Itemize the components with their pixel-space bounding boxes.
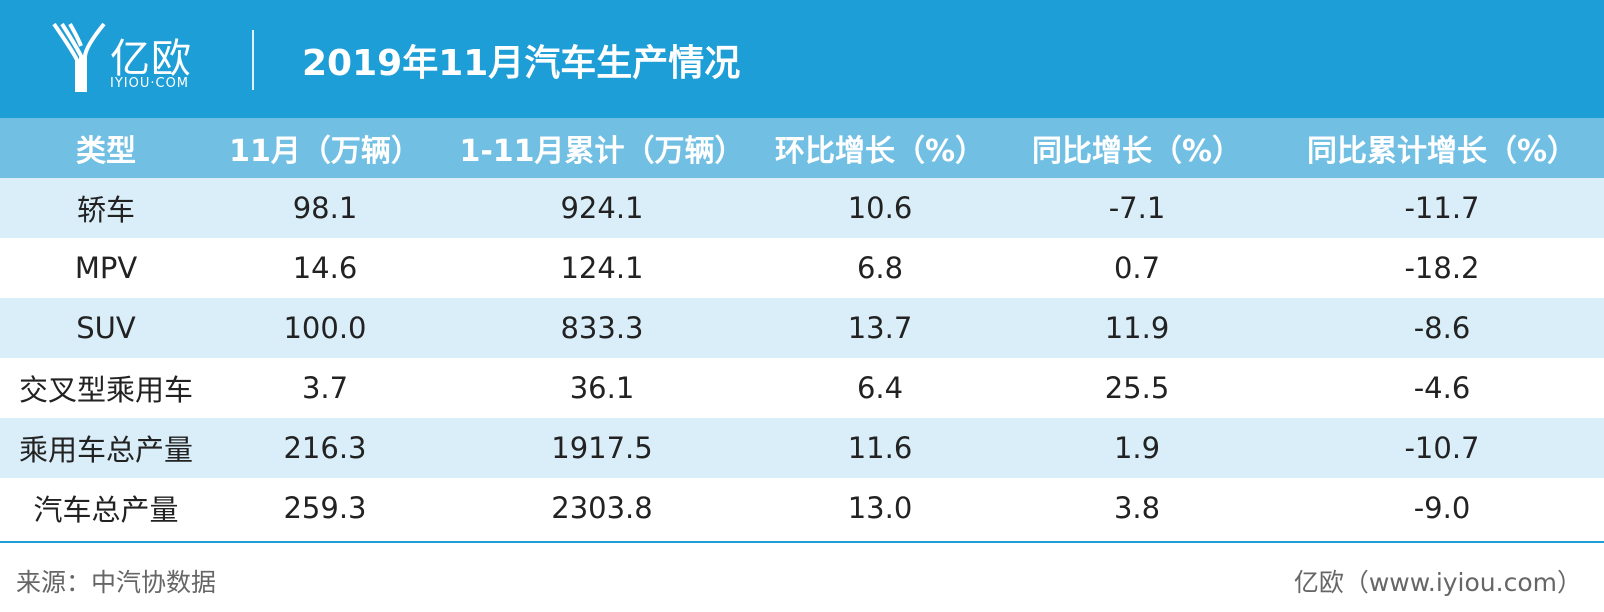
table-row: 乘用车总产量 216.3 1917.5 11.6 1.9 -10.7 [0,418,1604,478]
table-cell: -18.2 [1280,238,1604,298]
table-cell: 3.7 [212,358,438,418]
col-header: 类型 [0,118,212,178]
table-row: 轿车 98.1 924.1 10.6 -7.1 -11.7 [0,178,1604,238]
table-cell: 25.5 [994,358,1280,418]
brand-logo: 亿欧 IYIOU·COM [50,20,210,100]
header-divider [252,30,254,90]
table-cell: 1917.5 [438,418,766,478]
table-cell: 14.6 [212,238,438,298]
table-row: 交叉型乘用车 3.7 36.1 6.4 25.5 -4.6 [0,358,1604,418]
table-cell: SUV [0,298,212,358]
table-cell: 36.1 [438,358,766,418]
table-cell: 1.9 [994,418,1280,478]
table-cell: -11.7 [1280,178,1604,238]
table-bottom-rule [0,541,1604,543]
table-cell: -10.7 [1280,418,1604,478]
table-cell: 259.3 [212,478,438,538]
table-cell: 98.1 [212,178,438,238]
table-cell: 汽车总产量 [0,478,212,538]
col-header: 1-11月累计（万辆） [438,118,766,178]
table-cell: 0.7 [994,238,1280,298]
col-header: 环比增长（%） [766,118,994,178]
table-cell: 轿车 [0,178,212,238]
table-cell: -7.1 [994,178,1280,238]
col-header: 同比累计增长（%） [1280,118,1604,178]
table-cell: 100.0 [212,298,438,358]
table-header-row: 类型 11月（万辆） 1-11月累计（万辆） 环比增长（%） 同比增长（%） 同… [0,118,1604,178]
table-cell: 乘用车总产量 [0,418,212,478]
table-cell: 924.1 [438,178,766,238]
table-cell: 124.1 [438,238,766,298]
table-cell: 216.3 [212,418,438,478]
table-cell: 交叉型乘用车 [0,358,212,418]
col-header: 同比增长（%） [994,118,1280,178]
table-cell: -9.0 [1280,478,1604,538]
table-row: SUV 100.0 833.3 13.7 11.9 -8.6 [0,298,1604,358]
header-banner: 亿欧 IYIOU·COM 2019年11月汽车生产情况 [0,0,1604,118]
brand-name: 亿欧 [110,36,192,82]
table-cell: 6.4 [766,358,994,418]
table-cell: MPV [0,238,212,298]
table-cell: 6.8 [766,238,994,298]
credit-text: 亿欧（www.iyiou.com） [1293,568,1582,597]
production-table: 类型 11月（万辆） 1-11月累计（万辆） 环比增长（%） 同比增长（%） 同… [0,118,1604,538]
col-header: 11月（万辆） [212,118,438,178]
table-cell: 13.7 [766,298,994,358]
table-cell: 13.0 [766,478,994,538]
table-cell: 10.6 [766,178,994,238]
table-cell: 833.3 [438,298,766,358]
table-row: MPV 14.6 124.1 6.8 0.7 -18.2 [0,238,1604,298]
data-source: 来源：中汽协数据 [16,568,217,597]
brand-logo-mark [52,22,106,92]
table-cell: -8.6 [1280,298,1604,358]
table-cell: -4.6 [1280,358,1604,418]
table-cell: 2303.8 [438,478,766,538]
table-cell: 3.8 [994,478,1280,538]
brand-url: IYIOU·COM [110,76,190,91]
table-cell: 11.6 [766,418,994,478]
page-title: 2019年11月汽车生产情况 [302,43,741,84]
table-cell: 11.9 [994,298,1280,358]
table-row: 汽车总产量 259.3 2303.8 13.0 3.8 -9.0 [0,478,1604,538]
